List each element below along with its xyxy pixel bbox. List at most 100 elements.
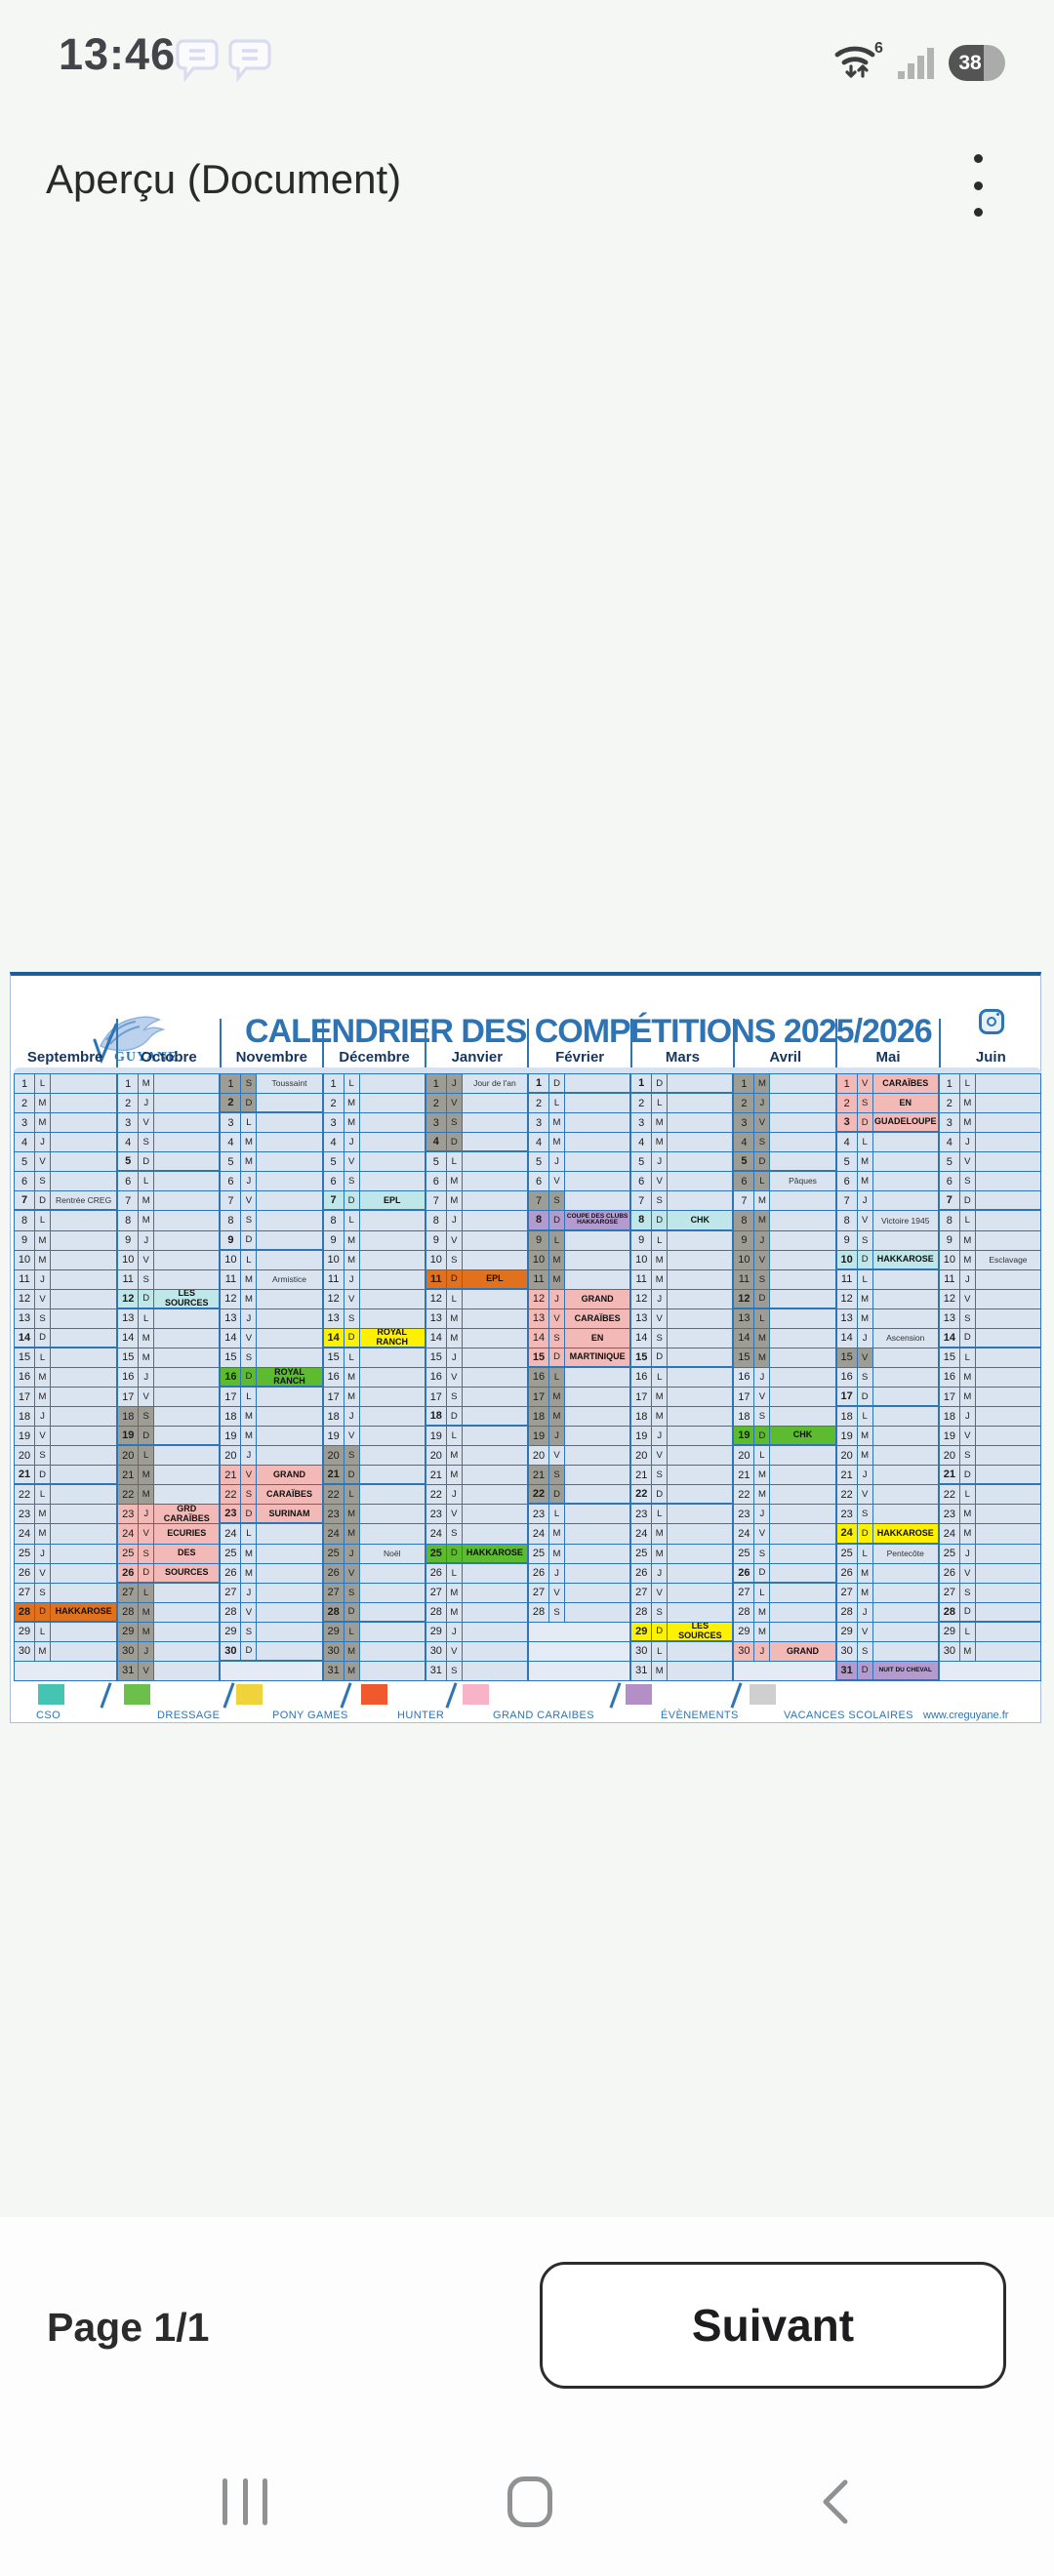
event-cell xyxy=(51,1407,117,1427)
day-number-cell: 3 xyxy=(939,1113,960,1133)
day-number-cell: 14 xyxy=(631,1328,653,1348)
day-number-cell: 10 xyxy=(836,1250,858,1268)
day-row: 15 S xyxy=(221,1348,322,1368)
day-row: 20 S xyxy=(323,1446,425,1467)
day-letter-cell: D xyxy=(652,1074,669,1093)
day-number-cell: 7 xyxy=(631,1191,653,1211)
event-cell xyxy=(257,1641,322,1660)
event-cell xyxy=(359,1446,425,1466)
overflow-menu-button[interactable] xyxy=(958,152,997,219)
event-cell xyxy=(359,1094,425,1113)
event-cell xyxy=(975,1269,1041,1289)
day-letter-cell: V xyxy=(857,1485,873,1505)
day-number-cell: 16 xyxy=(118,1367,140,1387)
day-letter-cell: L xyxy=(959,1485,976,1505)
day-number-cell: 26 xyxy=(529,1563,550,1583)
event-cell: EPL xyxy=(462,1269,528,1288)
event-cell: NUIT DU CHEVAL xyxy=(872,1661,938,1679)
day-number-cell: 9 xyxy=(15,1230,35,1250)
event-cell: Armistice xyxy=(257,1269,322,1289)
event-cell xyxy=(257,1289,322,1308)
event-cell xyxy=(154,1622,220,1641)
event-cell xyxy=(668,1563,733,1583)
day-number-cell: 28 xyxy=(118,1602,140,1622)
day-number-cell: 15 xyxy=(221,1348,242,1367)
event-cell xyxy=(668,1407,733,1427)
event-cell xyxy=(359,1602,425,1621)
day-letter-cell: V xyxy=(139,1113,155,1133)
day-number-cell: 15 xyxy=(15,1348,35,1367)
event-cell xyxy=(668,1269,733,1289)
event-cell xyxy=(770,1388,835,1407)
day-number-cell: 28 xyxy=(939,1602,960,1621)
day-letter-cell: M xyxy=(959,1230,976,1250)
day-row: 28 M xyxy=(734,1602,835,1623)
event-cell xyxy=(359,1661,425,1680)
event-cell xyxy=(770,1544,835,1563)
event-cell xyxy=(668,1367,733,1387)
day-number-cell: 25 xyxy=(15,1544,35,1563)
day-row: 12 J GRAND xyxy=(529,1289,630,1309)
event-cell xyxy=(462,1367,528,1387)
next-button[interactable]: Suivant xyxy=(540,2262,1006,2389)
day-letter-cell: L xyxy=(857,1133,873,1152)
day-letter-cell: S xyxy=(241,1074,258,1094)
day-number-cell: 13 xyxy=(118,1308,140,1328)
day-row: 19 V xyxy=(15,1427,117,1447)
day-letter-cell: L xyxy=(35,1622,51,1641)
day-row: 1 S Toussaint xyxy=(221,1074,322,1095)
recents-button[interactable] xyxy=(223,2478,267,2525)
day-number-cell: 26 xyxy=(15,1563,35,1583)
event-cell xyxy=(975,1152,1041,1172)
back-button[interactable] xyxy=(818,2476,853,2527)
day-letter-cell: M xyxy=(754,1485,771,1505)
day-letter-cell: S xyxy=(549,1602,566,1622)
day-letter-cell: L xyxy=(35,1348,51,1367)
day-number-cell: 4 xyxy=(118,1133,140,1152)
day-number-cell: 30 xyxy=(118,1641,140,1661)
day-number-cell: 20 xyxy=(631,1446,653,1466)
home-button[interactable] xyxy=(507,2476,552,2527)
day-row: 6 L Pâques xyxy=(734,1172,835,1192)
day-row: 26 D xyxy=(734,1563,835,1584)
day-number-cell: 12 xyxy=(426,1289,447,1308)
event-cell xyxy=(359,1289,425,1308)
event-cell xyxy=(51,1466,117,1484)
event-cell xyxy=(154,1641,220,1661)
day-letter-cell: L xyxy=(754,1308,771,1328)
day-letter-cell: J xyxy=(139,1641,155,1661)
day-row: 19 V xyxy=(939,1427,1041,1447)
event-cell xyxy=(668,1289,733,1308)
day-number-cell: 28 xyxy=(631,1602,653,1622)
day-number-cell: 23 xyxy=(939,1505,960,1524)
day-letter-cell: J xyxy=(959,1407,976,1427)
event-cell xyxy=(565,1133,630,1152)
day-letter-cell: M xyxy=(549,1524,566,1544)
event-cell xyxy=(975,1388,1041,1407)
day-number-cell: 28 xyxy=(734,1602,755,1622)
day-number-cell: 15 xyxy=(734,1348,755,1367)
day-letter-cell: M xyxy=(35,1641,51,1661)
event-cell xyxy=(668,1094,733,1113)
day-number-cell: 18 xyxy=(631,1407,653,1427)
legend-separator xyxy=(445,1682,458,1709)
day-number-cell: 5 xyxy=(426,1152,447,1172)
day-number-cell: 21 xyxy=(631,1466,653,1485)
event-cell xyxy=(668,1230,733,1250)
svg-text:6: 6 xyxy=(874,40,883,57)
day-letter-cell: S xyxy=(35,1583,51,1602)
day-row: 21 J xyxy=(836,1466,938,1486)
event-cell xyxy=(462,1407,528,1426)
day-number-cell: 5 xyxy=(118,1152,140,1171)
day-letter-cell: J xyxy=(446,1074,463,1094)
day-letter-cell: D xyxy=(549,1211,566,1229)
day-row: 15 L xyxy=(15,1348,117,1368)
